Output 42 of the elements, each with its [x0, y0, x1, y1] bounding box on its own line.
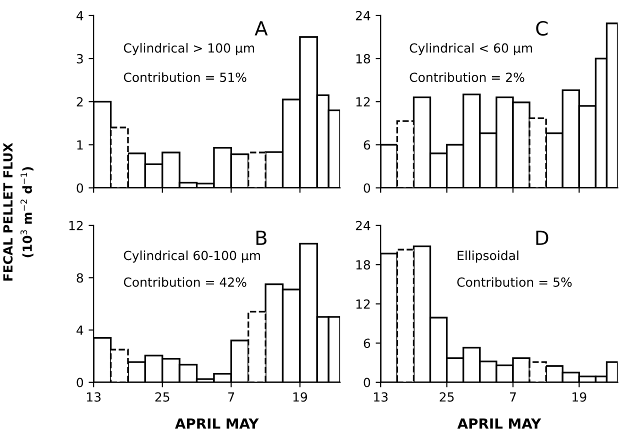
y-tick-label: 12 — [356, 97, 370, 106]
y-tick-label: 1 — [77, 140, 83, 150]
annotation: Ellipsoidal — [458, 250, 518, 263]
y-tick-label: 4 — [76, 11, 84, 20]
y-tick-label: 6 — [364, 140, 370, 150]
annotation: A — [254, 21, 268, 36]
y-tick-label: 0 — [76, 378, 84, 388]
annotation: Cylindrical 60-100 μm — [124, 250, 260, 263]
x-tick-label: 25 — [440, 392, 454, 402]
y-tick-label: 18 — [356, 260, 370, 270]
x-axis-title: APRIL MAY — [457, 418, 542, 429]
annotation: C — [536, 20, 548, 36]
y-tick-label: 0 — [76, 183, 84, 193]
x-tick-label: 13 — [87, 392, 101, 402]
y-tick-label: 12 — [356, 299, 370, 309]
x-tick-label: 13 — [374, 392, 388, 402]
annotation: Cylindrical < 60 μm — [410, 43, 532, 56]
x-tick-label: 25 — [155, 392, 170, 402]
annotation: Contribution = 2% — [410, 72, 524, 82]
annotation: Cylindrical > 100 μm — [124, 43, 254, 56]
y-tick-label: 8 — [76, 273, 84, 283]
x-axis-title: APRIL MAY — [175, 418, 259, 429]
annotation: Contribution = 5% — [457, 277, 572, 287]
x-tick-label: 19 — [293, 392, 308, 402]
annotation: B — [256, 230, 266, 245]
y-tick-label: 24 — [356, 220, 370, 230]
y-tick-label: 6 — [364, 338, 370, 348]
annotation: D — [536, 230, 548, 245]
y-axis-title: FECAL PELLET FLUX (10$^{3}$ m$^{−2}$ d$^{−1}$) — [3, 142, 34, 281]
y-tick-label: 2 — [76, 97, 83, 106]
annotation: Contribution = 42% — [124, 277, 246, 287]
annotation: Contribution = 51% — [124, 72, 246, 82]
y-tick-label: 24 — [356, 10, 370, 20]
x-tick-label: 19 — [572, 392, 586, 402]
x-tick-label: 7 — [228, 392, 234, 402]
y-tick-label: 18 — [356, 54, 370, 64]
y-tick-label: 12 — [69, 220, 83, 230]
y-tick-label: 4 — [76, 326, 84, 335]
y-tick-label: 0 — [364, 183, 370, 193]
x-tick-label: 7 — [510, 392, 516, 402]
y-tick-label: 3 — [76, 54, 83, 64]
y-tick-label: 0 — [364, 378, 370, 388]
